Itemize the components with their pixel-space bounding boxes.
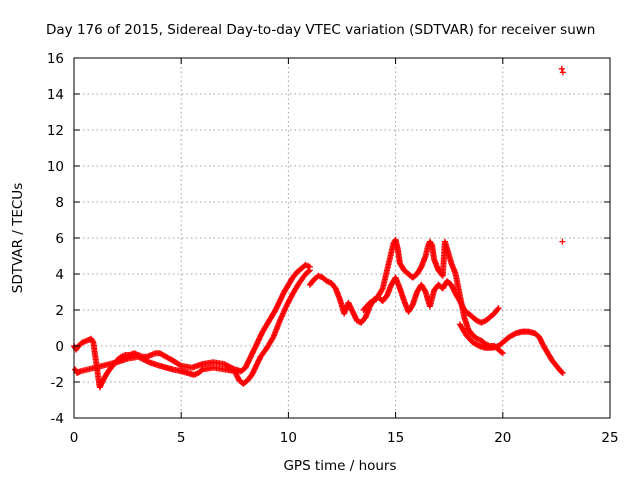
data-point xyxy=(559,370,566,376)
data-point xyxy=(558,369,565,376)
data-point xyxy=(139,355,146,362)
series-lower-track xyxy=(72,267,313,387)
data-point xyxy=(305,268,312,275)
y-tick-label: -2 xyxy=(51,375,64,391)
series-outliers xyxy=(558,65,566,245)
data-point xyxy=(176,362,183,369)
y-tick-label: 4 xyxy=(55,267,64,283)
data-point xyxy=(494,306,501,313)
data-point xyxy=(144,358,151,365)
x-tick-label: 5 xyxy=(177,430,186,446)
y-tick-label: 16 xyxy=(47,51,64,67)
x-tick-label: 0 xyxy=(70,430,79,446)
series-evening-track xyxy=(456,321,566,376)
y-tick-label: 0 xyxy=(55,339,64,355)
data-point xyxy=(89,338,96,345)
series-peak-track xyxy=(360,236,506,357)
data-point xyxy=(495,305,502,312)
y-tick-label: 14 xyxy=(47,87,64,103)
axis-ticks xyxy=(73,57,611,419)
y-tick-label: -4 xyxy=(51,411,64,427)
data-point xyxy=(499,350,506,357)
data-point xyxy=(558,65,565,72)
x-tick-labels: 0 5 10 15 20 25 xyxy=(70,430,619,446)
x-axis-label: GPS time / hours xyxy=(283,458,396,474)
y-tick-label: 6 xyxy=(55,231,64,247)
data-point xyxy=(559,69,566,76)
y-tick-label: 2 xyxy=(55,303,64,319)
data-point xyxy=(226,363,233,370)
x-tick-label: 25 xyxy=(601,430,618,446)
data-points xyxy=(71,65,566,391)
y-tick-labels: -4 -2 0 2 4 6 8 10 12 14 16 xyxy=(47,51,64,427)
y-axis-label: SDTVAR / TECUs xyxy=(10,183,26,293)
grid-lines xyxy=(74,58,610,418)
y-tick-label: 8 xyxy=(55,195,64,211)
y-tick-label: 12 xyxy=(47,123,64,139)
y-tick-label: 10 xyxy=(47,159,64,175)
x-tick-label: 20 xyxy=(494,430,511,446)
x-tick-label: 10 xyxy=(280,430,297,446)
data-point xyxy=(498,349,505,356)
x-tick-label: 15 xyxy=(387,430,404,446)
chart-title: Day 176 of 2015, Sidereal Day-to-day VTE… xyxy=(46,22,595,38)
data-point xyxy=(306,267,313,274)
data-point xyxy=(559,238,566,245)
series-midday-track xyxy=(306,272,502,326)
